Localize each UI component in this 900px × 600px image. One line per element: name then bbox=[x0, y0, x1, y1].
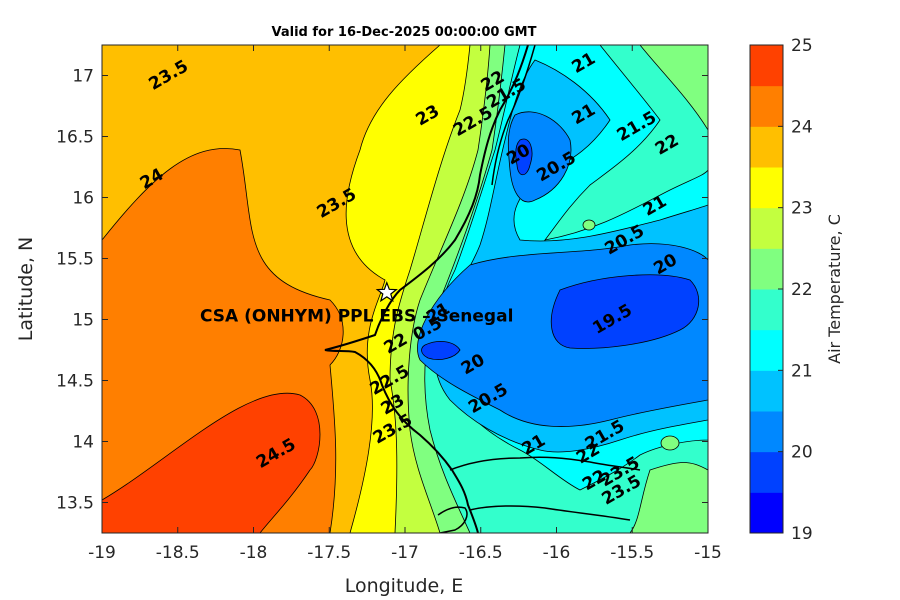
border-senegal-gambia bbox=[449, 456, 641, 521]
band-24-5-southwest bbox=[102, 392, 321, 533]
y-tick-label: 17 bbox=[72, 67, 94, 87]
y-tick-label: 14 bbox=[72, 433, 94, 453]
x-tick-label: -16.5 bbox=[459, 543, 503, 563]
x-tick-label: -17 bbox=[391, 543, 419, 563]
station-marker bbox=[375, 280, 398, 303]
x-axis-label: Longitude, E bbox=[345, 575, 464, 597]
colorbar: 19 20 21 22 23 24 25 bbox=[749, 36, 813, 544]
x-tick-label: -15 bbox=[694, 543, 722, 563]
coastline-secondary bbox=[437, 45, 536, 533]
warm-spot-east bbox=[660, 435, 680, 451]
colorbar-segment bbox=[750, 492, 783, 534]
x-tick-label: -16 bbox=[543, 543, 571, 563]
x-tick-label: -17.5 bbox=[307, 543, 351, 563]
star-icon bbox=[375, 280, 398, 303]
colorbar-segment bbox=[750, 329, 783, 371]
colorbar-segment bbox=[750, 126, 783, 168]
y-tick-label: 15 bbox=[72, 311, 94, 331]
colorbar-tick-label: 20 bbox=[791, 443, 813, 463]
x-tick-label: -18 bbox=[240, 543, 268, 563]
colorbar-tick-label: 22 bbox=[791, 280, 813, 300]
colorbar-tick-label: 25 bbox=[791, 36, 813, 56]
colorbar-segment bbox=[750, 370, 783, 412]
x-tick-label: -18.5 bbox=[156, 543, 200, 563]
colorbar-segment bbox=[750, 451, 783, 493]
y-tick-label: 16 bbox=[72, 189, 94, 209]
x-tick-label: -19 bbox=[88, 543, 116, 563]
colorbar-segment bbox=[750, 167, 783, 209]
y-tick-label: 16.5 bbox=[56, 128, 94, 148]
y-axis: 13.5 14 14.5 15 15.5 16 16.5 17 bbox=[56, 67, 708, 514]
station-label: CSA (ONHYM) PPL EBS – Senegal bbox=[200, 307, 513, 327]
colorbar-tick-label: 21 bbox=[791, 361, 813, 381]
colorbar-segment bbox=[750, 248, 783, 290]
x-axis: -19 -18.5 -18 -17.5 -17 -16.5 -16 -15.5 -15 bbox=[88, 45, 722, 563]
colorbar-segment bbox=[750, 45, 783, 87]
colorbar-segment bbox=[750, 85, 783, 127]
band-20 bbox=[417, 111, 708, 427]
colorbar-segment bbox=[750, 207, 783, 249]
y-tick-label: 14.5 bbox=[56, 372, 94, 392]
colorbar-segment bbox=[750, 411, 783, 453]
colorbar-tick-label: 24 bbox=[791, 117, 813, 137]
colorbar-tick-label: 19 bbox=[791, 524, 813, 544]
band-19-5 bbox=[421, 138, 699, 360]
y-tick-label: 13.5 bbox=[56, 494, 94, 514]
colorbar-tick-label: 23 bbox=[791, 199, 813, 219]
chart-title: Valid for 16-Dec-2025 00:00:00 GMT bbox=[272, 25, 537, 40]
warm-spot-northeast bbox=[582, 219, 596, 231]
y-axis-label: Latitude, N bbox=[15, 237, 37, 342]
x-tick-label: -15.5 bbox=[610, 543, 654, 563]
colorbar-segment bbox=[750, 289, 783, 331]
colorbar-label: Air Temperature, C bbox=[825, 214, 844, 364]
y-tick-label: 15.5 bbox=[56, 250, 94, 270]
